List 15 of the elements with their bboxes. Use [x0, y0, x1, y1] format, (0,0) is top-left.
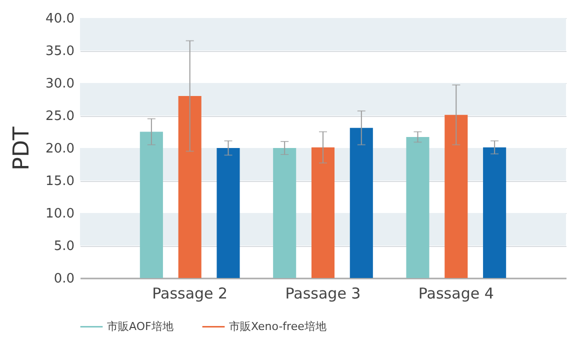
y-tick-label: 25.0: [46, 109, 74, 124]
y-tick-label: 15.0: [46, 174, 74, 189]
legend-label: 市販AOF培地: [107, 320, 174, 333]
y-axis-title: PDT: [10, 126, 35, 170]
y-tick-label: 5.0: [54, 239, 74, 254]
y-tick-label: 0.0: [54, 272, 74, 286]
x-tick-label: Passage 3: [285, 284, 361, 302]
y-tick-label: 20.0: [46, 142, 74, 156]
x-tick-label: Passage 2: [152, 284, 228, 302]
legend-label: 市販Xeno-free培地: [229, 320, 326, 333]
y-tick-label: 30.0: [46, 76, 74, 92]
y-tick-label: 10.0: [46, 206, 74, 222]
y-tick-label: 40.0: [46, 12, 74, 26]
y-tick-label: 35.0: [46, 44, 74, 59]
x-tick-label: Passage 4: [418, 284, 494, 302]
